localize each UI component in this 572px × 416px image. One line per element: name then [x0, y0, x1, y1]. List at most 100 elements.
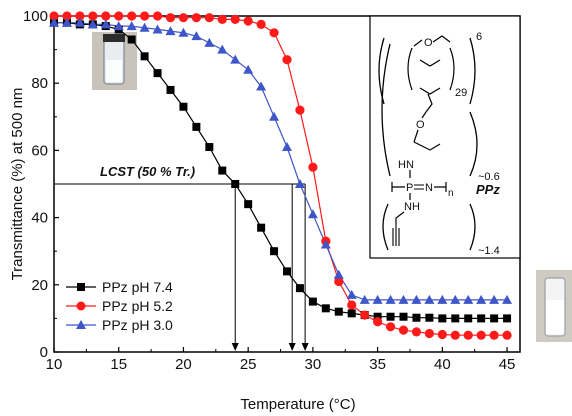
data-point-square [231, 180, 240, 188]
data-point-square [140, 52, 149, 61]
legend-label-ph74: PPz pH 7.4 [102, 279, 173, 295]
data-point-triangle [269, 111, 280, 121]
data-point-triangle [385, 294, 396, 304]
structure-o-top: O [424, 37, 433, 49]
data-point-circle [49, 11, 59, 21]
data-point-square [218, 166, 227, 175]
data-point-triangle [437, 294, 448, 304]
data-point-circle [217, 14, 227, 24]
data-point-circle [398, 325, 409, 335]
data-point-triangle [100, 19, 111, 29]
data-point-circle [62, 11, 72, 21]
data-point-triangle [463, 294, 474, 304]
legend-entry-ph30: PPz pH 3.0 [66, 317, 173, 333]
y-tick-label: 80 [31, 75, 48, 92]
data-point-square [153, 69, 162, 78]
data-point-triangle [502, 294, 513, 304]
data-point-square [179, 102, 188, 111]
data-point-circle [385, 322, 396, 332]
data-point-square [503, 314, 512, 323]
data-point-circle [476, 330, 486, 340]
data-point-triangle [294, 179, 305, 188]
data-point-square [438, 314, 447, 323]
data-point-square [205, 143, 214, 152]
data-point-circle [295, 105, 305, 115]
structure-o-bottom: O [416, 119, 425, 131]
data-point-triangle [243, 64, 254, 74]
data-point-square [386, 312, 395, 321]
data-point-triangle [204, 37, 215, 47]
axis-tick-labels: 10 15 20 25 30 35 40 45 0 20 40 60 80 100 [23, 8, 515, 373]
structure-ratio-a: ~0.6 [478, 171, 500, 183]
data-point-triangle [359, 294, 370, 304]
data-point-square [192, 122, 201, 131]
series-markers [49, 11, 513, 340]
data-point-triangle [411, 294, 422, 304]
data-point-triangle [74, 17, 85, 27]
x-tick-label: 35 [369, 356, 386, 373]
y-tick-label: 100 [23, 8, 48, 25]
y-tick-label: 60 [31, 142, 48, 159]
data-point-square [490, 314, 499, 323]
data-point-triangle [320, 239, 331, 249]
data-point-circle [437, 329, 447, 340]
data-point-circle [127, 11, 137, 21]
data-point-circle [165, 13, 176, 23]
x-tick-label: 25 [240, 356, 257, 373]
data-point-circle [373, 317, 383, 327]
data-point-square [451, 314, 460, 323]
lcst-arrowhead [288, 343, 296, 351]
data-point-square [166, 85, 175, 94]
data-point-circle [347, 300, 357, 310]
data-point-circle [178, 13, 189, 23]
data-point-triangle [165, 26, 176, 36]
data-point-triangle [333, 269, 344, 279]
data-point-triangle [424, 294, 435, 304]
data-point-square [321, 304, 330, 313]
x-tick-label: 45 [499, 356, 516, 373]
structure-polymer-label: PPz [476, 182, 500, 197]
data-point-square [477, 314, 486, 323]
data-point-triangle [230, 54, 241, 64]
data-point-circle [152, 11, 163, 21]
data-point-triangle [489, 294, 500, 304]
data-point-triangle [476, 294, 487, 304]
structure-subscript-29: 29 [455, 87, 467, 99]
legend-entry-ph74: PPz pH 7.4 [66, 279, 173, 295]
structure-n: N [425, 182, 433, 194]
data-point-circle [191, 13, 201, 23]
data-point-triangle [61, 17, 72, 27]
lcst-arrowhead [231, 343, 239, 351]
structure-subscript-6: 6 [476, 31, 482, 43]
data-point-triangle [49, 17, 59, 27]
data-point-square [399, 312, 408, 321]
structure-subscript-n: n [448, 188, 454, 199]
y-axis-label: Transmittance (%) at 500 nm [9, 88, 26, 281]
x-tick-label: 40 [434, 356, 451, 373]
data-point-triangle [191, 31, 202, 41]
data-point-square [308, 297, 317, 306]
data-point-square [257, 223, 266, 232]
data-point-square [412, 313, 421, 322]
data-point-circle [114, 11, 124, 21]
data-point-circle [450, 330, 460, 340]
data-point-triangle [282, 142, 292, 152]
x-axis-label: Temperature (°C) [240, 396, 355, 413]
lcst-guides [54, 183, 309, 351]
x-tick-label: 20 [175, 356, 192, 373]
data-point-triangle [450, 294, 461, 304]
lcst-arrowhead [301, 343, 309, 351]
y-tick-label: 0 [40, 344, 48, 361]
data-point-circle [75, 11, 85, 21]
data-point-triangle [372, 294, 383, 304]
data-point-square [127, 35, 136, 44]
vial-photo-turbid [536, 270, 572, 342]
data-point-circle [88, 11, 98, 21]
data-point-circle [489, 330, 499, 340]
data-point-circle [204, 13, 214, 23]
data-point-circle [308, 162, 318, 172]
data-point-square [244, 200, 253, 209]
data-point-triangle [256, 81, 267, 91]
data-point-circle [282, 55, 292, 65]
